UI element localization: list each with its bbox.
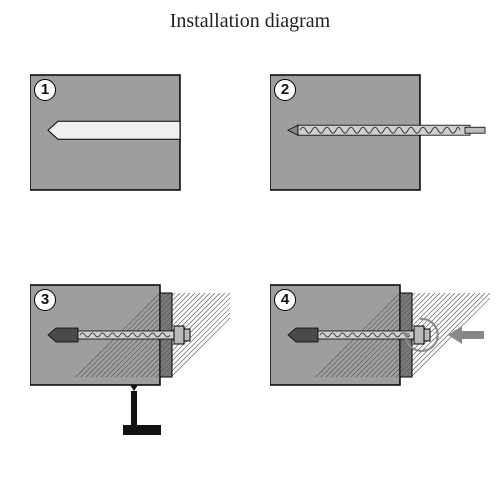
step-2-badge: 2 [274, 79, 296, 101]
step-3-number: 3 [41, 291, 49, 308]
step-1-panel: 1 [30, 65, 230, 225]
step-1-drawing [30, 65, 230, 225]
step-3-panel: 3 [30, 265, 230, 450]
step-4-drawing [270, 265, 490, 450]
diagram-canvas: 1 2 3 4 [0, 50, 500, 500]
step-4-badge: 4 [274, 289, 296, 311]
step-3-drawing [30, 265, 230, 450]
page-title: Installation diagram [0, 10, 500, 33]
step-2-number: 2 [281, 81, 289, 98]
title-text: Installation diagram [170, 10, 331, 32]
step-4-number: 4 [281, 291, 289, 308]
step-4-panel: 4 [270, 265, 490, 450]
step-3-badge: 3 [34, 289, 56, 311]
step-1-number: 1 [41, 81, 49, 98]
step-2-drawing [270, 65, 490, 225]
step-2-panel: 2 [270, 65, 490, 225]
step-1-badge: 1 [34, 79, 56, 101]
